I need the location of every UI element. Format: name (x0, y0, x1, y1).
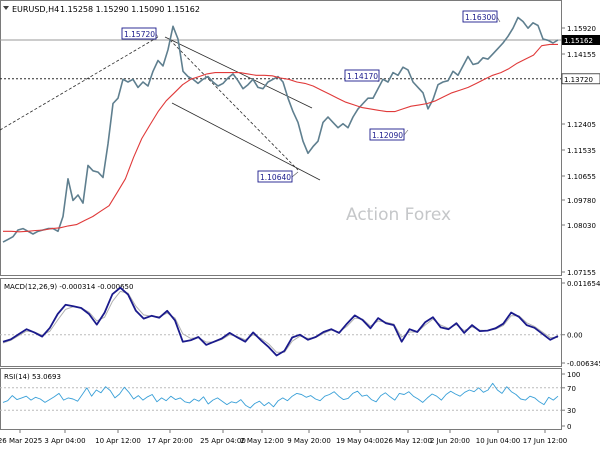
price-annotation-box (344, 69, 380, 82)
rsi-tick-label: 30 (567, 407, 576, 415)
price-series-line (2, 16, 559, 243)
collapse-triangle-icon[interactable] (3, 6, 9, 10)
price-panel-frame (0, 0, 562, 276)
x-tick-label: 19 May 04:00 (336, 437, 384, 445)
price-tick-label: 1.09780 (567, 197, 596, 205)
price-annotation-label: 1.15720 (124, 30, 155, 39)
current-price-label: 1.15162 (564, 37, 593, 45)
annotation-leader-line (403, 129, 409, 136)
macd-series-layer (2, 286, 559, 357)
x-tick-label: 17 Jun 12:00 (523, 437, 567, 445)
watermark: Action Forex (346, 205, 451, 225)
price-annotation-label: 1.16300 (465, 13, 496, 22)
x-tick-label: 10 Apr 12:00 (95, 437, 141, 445)
x-tick-label: 17 Apr 20:00 (147, 437, 193, 445)
price-tick-label: 1.08030 (567, 222, 596, 230)
price-annotation-box (369, 128, 405, 141)
x-tick-label: 2 Jun 20:00 (430, 437, 470, 445)
chart-header: EURUSD,H4 1.15258 1.15290 1.15090 1.1516… (3, 5, 200, 14)
price-tick-label: 1.14155 (567, 51, 596, 59)
annotation-leader-line (496, 16, 501, 23)
price-annotation-box (257, 170, 293, 183)
ohlc-readout: 1.15258 1.15290 1.15090 1.15162 (60, 5, 200, 14)
symbol-label: EURUSD,H4 (12, 5, 59, 14)
x-tick-label: 26 May 12:00 (384, 437, 432, 445)
rsi-tick-label: 0 (567, 423, 571, 431)
channel-lower-line (171, 102, 321, 181)
price-annotation-box (462, 10, 498, 23)
trend-line-up (0, 36, 159, 131)
x-tick-label: 25 Apr 04:00 (200, 437, 246, 445)
macd-line (2, 286, 559, 357)
level-price-label: 1.13720 (564, 76, 593, 84)
price-annotation-label: 1.10640 (260, 173, 291, 182)
rsi-tick-label: 70 (567, 385, 576, 393)
rsi-series-layer (2, 382, 559, 409)
price-tick-label: 1.12405 (567, 121, 596, 129)
price-annotation-label: 1.12090 (372, 131, 403, 140)
price-tick-label: 1.11535 (567, 147, 596, 155)
macd-title: MACD(12,26,9) -0.000314 -0.000650 (4, 283, 133, 291)
price-tick-label: 1.15920 (567, 25, 596, 33)
moving-average-line (3, 43, 558, 233)
trend-line-down (169, 39, 299, 171)
price-annotations: 1.15720 1.10640 1.14170 1.12090 1.16300 (121, 10, 501, 183)
level-price-badge (561, 73, 600, 85)
price-series-layer (2, 16, 559, 243)
x-tick-label: 3 Apr 04:00 (44, 437, 85, 445)
x-axis-ticks: 26 Mar 2025 3 Apr 04:00 10 Apr 12:00 17 Apr… (0, 430, 567, 445)
x-tick-label: 26 Mar 2025 (0, 437, 42, 445)
rsi-title: RSI(14) 53.0693 (4, 373, 61, 381)
price-annotation-label: 1.14170 (347, 72, 378, 81)
macd-tick-label: -0.006345 (567, 360, 600, 368)
price-tick-label: 1.10655 (567, 173, 596, 181)
annotation-leader-line (291, 171, 299, 178)
x-tick-label: 2 May 12:00 (240, 437, 284, 445)
rsi-line (2, 382, 559, 409)
current-price-badge (562, 34, 600, 45)
y-axis-ticks: 1.15920 1.14155 1.12405 1.11535 1.10655 1.097… (561, 25, 600, 431)
x-tick-label: 9 May 20:00 (287, 437, 331, 445)
x-tick-label: 10 Jun 04:00 (476, 437, 520, 445)
rsi-tick-label: 100 (567, 371, 580, 379)
price-tick-label: 1.07155 (567, 269, 596, 277)
macd-tick-label: 0.00 (567, 332, 583, 340)
price-annotation-box (121, 27, 157, 40)
macd-tick-label: 0.011654 (567, 280, 600, 288)
